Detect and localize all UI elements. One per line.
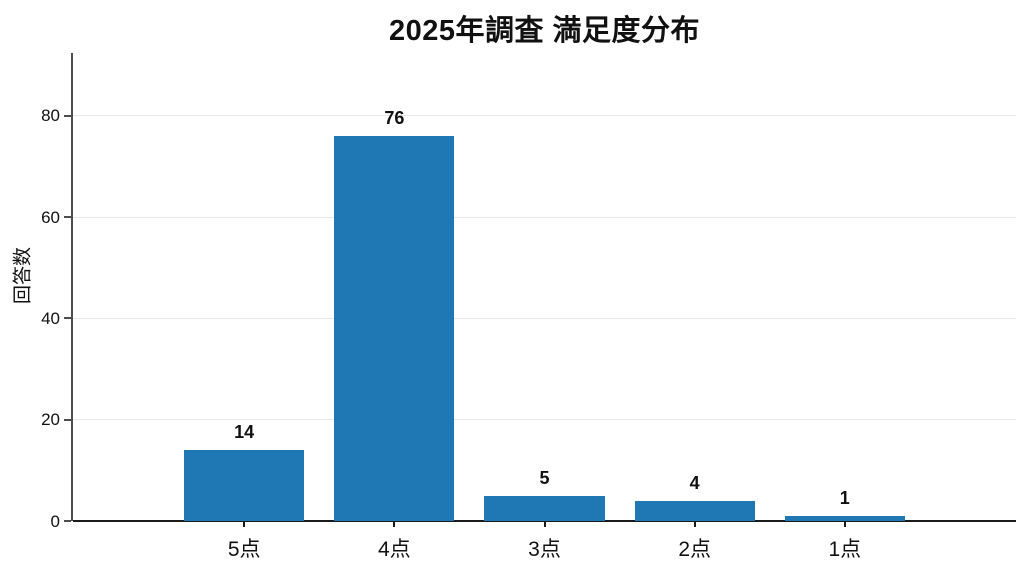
bar-3点 bbox=[484, 495, 605, 521]
y-tick-label: 60 bbox=[41, 207, 60, 227]
y-tick-label: 20 bbox=[41, 410, 60, 430]
y-tick-mark bbox=[64, 317, 71, 320]
y-tick-label: 80 bbox=[41, 106, 60, 126]
y-axis-line bbox=[71, 53, 73, 521]
bar-value-label: 5 bbox=[539, 467, 550, 488]
x-tick-label: 5点 bbox=[227, 538, 261, 561]
bar-5点 bbox=[184, 450, 305, 521]
x-tick-label: 1点 bbox=[828, 538, 862, 561]
gridline-y-80 bbox=[73, 115, 1016, 117]
y-tick-label: 0 bbox=[50, 511, 60, 531]
bar-value-label: 1 bbox=[839, 487, 850, 508]
y-tick-mark bbox=[64, 418, 71, 421]
x-tick-mark bbox=[843, 521, 846, 527]
bar-value-label: 14 bbox=[234, 422, 255, 443]
x-tick-mark bbox=[543, 521, 546, 527]
chart-title: 2025年調査 満足度分布 bbox=[388, 15, 701, 47]
y-tick-mark bbox=[64, 114, 71, 117]
x-tick-label: 2点 bbox=[678, 538, 711, 561]
y-tick-label: 40 bbox=[41, 308, 60, 328]
bar-1点 bbox=[784, 515, 905, 521]
x-tick-mark bbox=[393, 521, 396, 527]
y-tick-mark bbox=[64, 216, 71, 219]
bar-2点 bbox=[634, 500, 755, 521]
gridline-y-20 bbox=[73, 419, 1016, 421]
gridline-y-40 bbox=[73, 317, 1016, 319]
x-tick-mark bbox=[693, 521, 696, 527]
x-tick-mark bbox=[243, 521, 246, 527]
bar-4点 bbox=[334, 136, 455, 521]
x-tick-label: 3点 bbox=[528, 538, 561, 561]
bar-value-label: 76 bbox=[384, 108, 405, 129]
y-axis-label: 回答数 bbox=[12, 246, 34, 304]
x-tick-label: 4点 bbox=[377, 538, 411, 561]
plot-area: 0 20 40 60 80 14 5点 76 4点 5 3点 4 2点 1 1点 bbox=[41, 53, 1016, 561]
y-tick-mark bbox=[64, 520, 71, 522]
gridline-y-60 bbox=[73, 216, 1016, 218]
bar-value-label: 4 bbox=[689, 472, 700, 493]
